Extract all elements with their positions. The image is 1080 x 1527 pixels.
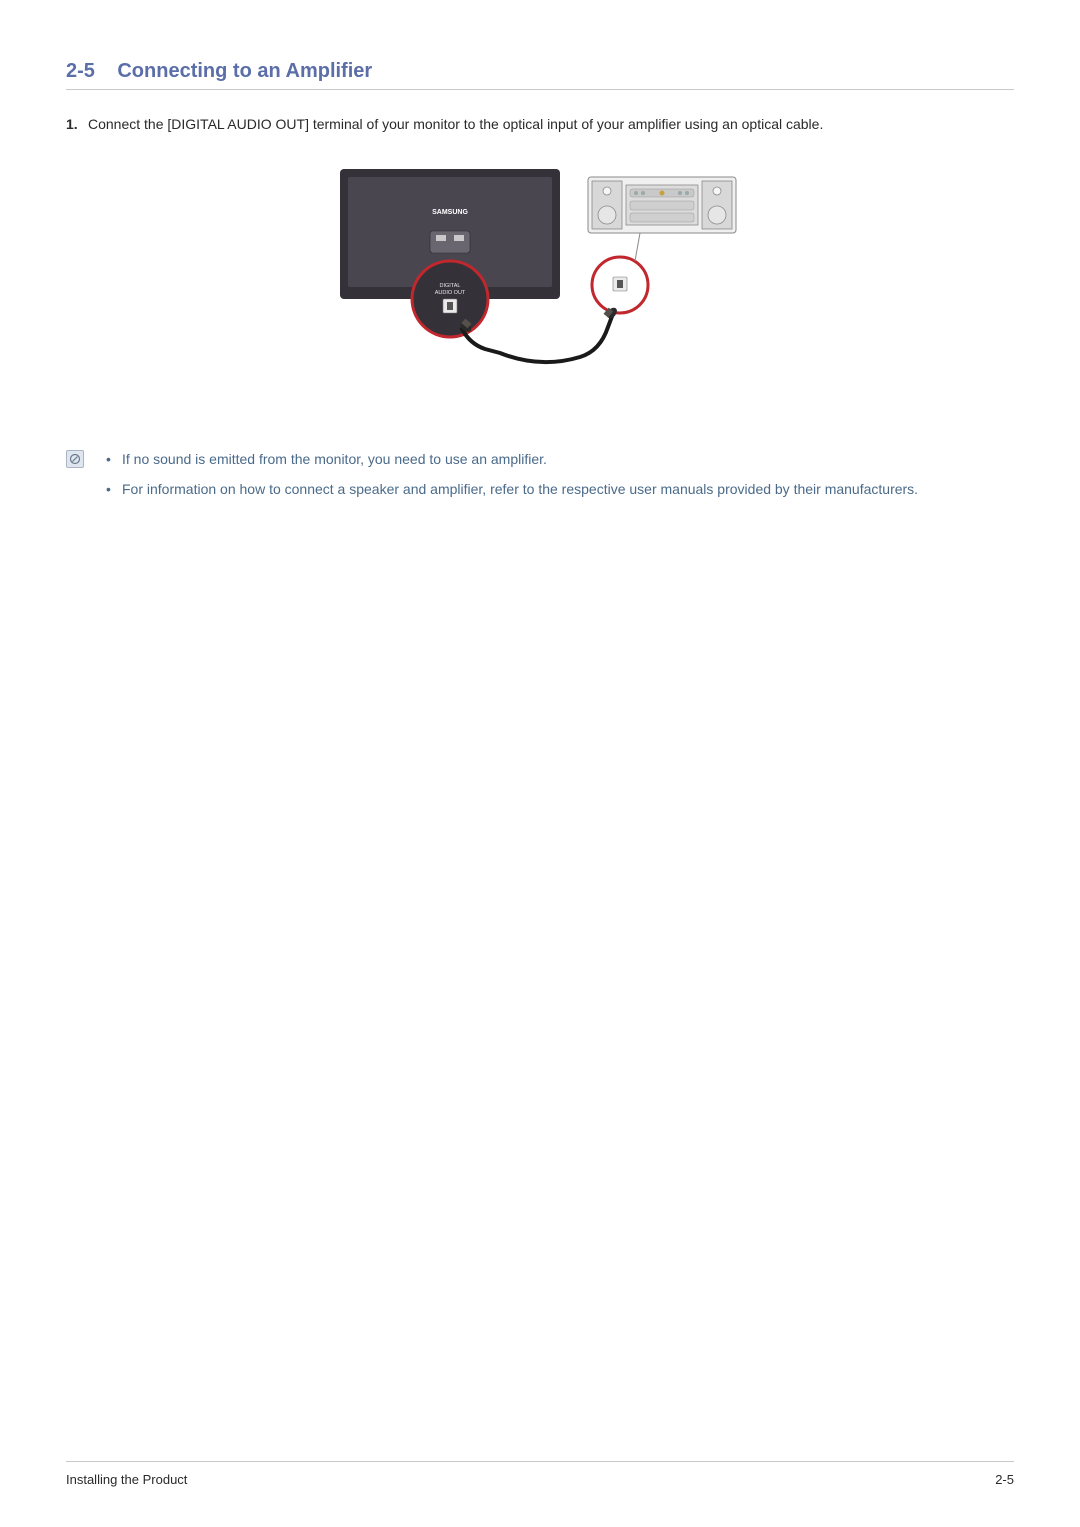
section-number: 2-5: [66, 60, 95, 82]
page-footer: Installing the Product 2-5: [66, 1461, 1014, 1487]
connection-diagram: SAMSUNG DIGITAL AUDIO OUT: [340, 169, 740, 379]
step-1: 1. Connect the [DIGITAL AUDIO OUT] termi…: [66, 114, 1014, 135]
page: 2-5 Connecting to an Amplifier 1. Connec…: [0, 0, 1080, 1527]
section-heading: 2-5 Connecting to an Amplifier: [66, 60, 1014, 90]
diagram-container: SAMSUNG DIGITAL AUDIO OUT: [66, 169, 1014, 379]
section-title: Connecting to an Amplifier: [117, 60, 372, 82]
monitor-brand-label: SAMSUNG: [432, 209, 468, 216]
footer-left: Installing the Product: [66, 1472, 187, 1487]
port-label-line2: AUDIO OUT: [435, 290, 466, 296]
port-label-line1: DIGITAL: [440, 283, 461, 289]
note-block: If no sound is emitted from the monitor,…: [66, 449, 1014, 508]
note-list: If no sound is emitted from the monitor,…: [102, 449, 1014, 508]
note-item: For information on how to connect a spea…: [102, 479, 1014, 501]
step-text: Connect the [DIGITAL AUDIO OUT] terminal…: [88, 114, 1014, 135]
step-number: 1.: [66, 114, 88, 135]
note-item: If no sound is emitted from the monitor,…: [102, 449, 1014, 471]
note-icon: [66, 450, 84, 468]
footer-right: 2-5: [995, 1472, 1014, 1487]
